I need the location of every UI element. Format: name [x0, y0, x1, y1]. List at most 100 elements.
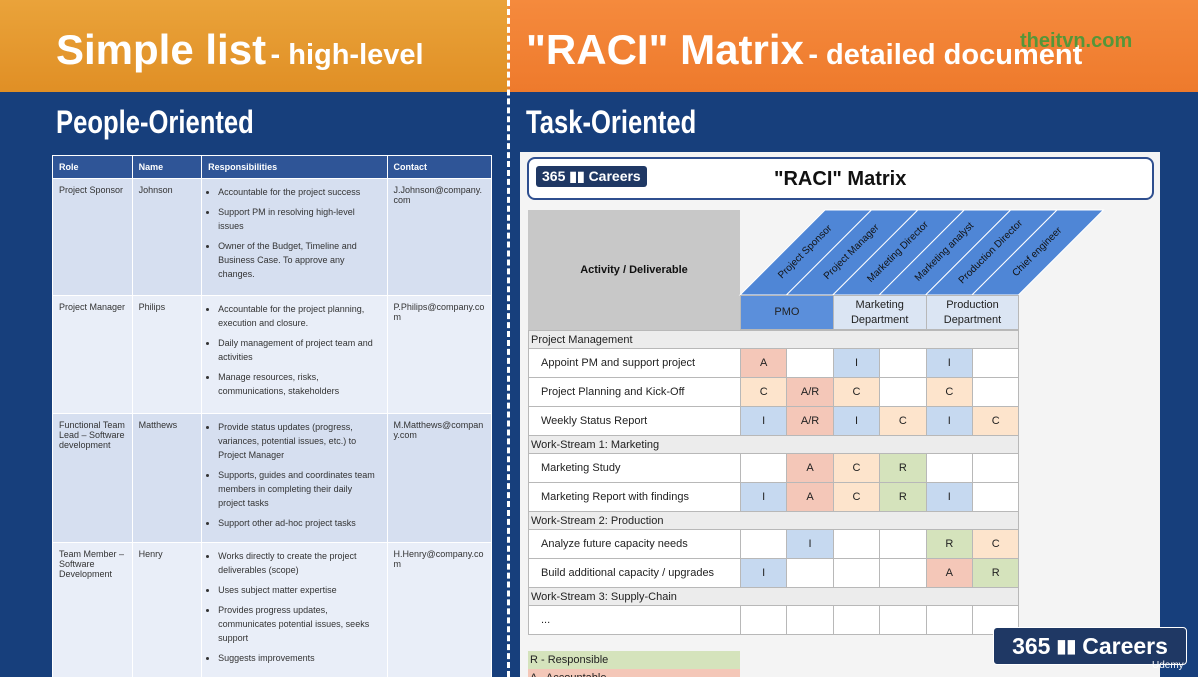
raci-cell: I	[740, 482, 788, 512]
raci-cell: C	[740, 377, 788, 407]
raci-cell: I	[786, 529, 834, 559]
raci-cell	[740, 605, 788, 635]
bullet-list: Accountable for the project success Suppo…	[208, 185, 380, 281]
people-table: Role Name Responsibilities Contact Project S…	[52, 155, 493, 677]
raci-cell	[972, 482, 1020, 512]
bullet: Supports, guides and coordinates team me…	[218, 468, 380, 510]
group-header: Marketing Department	[832, 295, 927, 330]
bullet: Daily management of project team and act…	[218, 336, 380, 364]
section-row: Project Management	[528, 330, 1020, 349]
bullet: Accountable for the project success	[218, 185, 380, 199]
raci-cell	[879, 377, 927, 407]
logo-icon: ▮▮	[569, 168, 585, 184]
raci-cell	[786, 605, 834, 635]
bullet: Accountable for the project planning, ex…	[218, 302, 380, 330]
name: Philips	[131, 295, 203, 414]
raci-cell: R	[879, 482, 927, 512]
title-text: "RACI" Matrix	[526, 26, 804, 73]
raci-cell	[740, 529, 788, 559]
raci-cell	[832, 529, 881, 559]
raci-cell	[879, 529, 927, 559]
brand: 365 ▮▮ Careers	[993, 627, 1187, 665]
legend-item: R - Responsible	[528, 651, 740, 669]
section-row: Work-Stream 3: Supply-Chain	[528, 587, 1020, 606]
logo-number: 365	[542, 168, 566, 184]
logo: 365 ▮▮ Careers	[536, 166, 647, 187]
raci-cell: C	[972, 406, 1020, 436]
bullet: Support PM in resolving high-level issue…	[218, 205, 380, 233]
raci-cell	[879, 348, 927, 378]
role: Functional Team Lead – Software developm…	[52, 413, 133, 543]
legend-item: A - Accountable	[528, 669, 740, 677]
bullet: Works directly to create the project del…	[218, 549, 380, 577]
title-text: Simple list	[56, 26, 267, 73]
right-title: "RACI" Matrix - detailed document	[526, 26, 1082, 74]
responsibilities: Accountable for the project success Suppo…	[201, 178, 388, 296]
raci-cell: A/R	[786, 377, 834, 407]
table-row: Project SponsorJohnsonAccountable for th…	[52, 178, 493, 296]
activity: Appoint PM and support project	[528, 348, 741, 378]
raci-cell: R	[972, 558, 1020, 588]
people-table-wrap: Role Name Responsibilities Contact Project S…	[52, 155, 493, 677]
section-row: Work-Stream 1: Marketing	[528, 435, 1020, 454]
contact: P.Philips@company.com	[386, 295, 493, 414]
raci-cell: R	[925, 529, 973, 559]
bullet: Uses subject matter expertise	[218, 583, 380, 597]
raci-cell	[786, 558, 834, 588]
subtitle-text: - detailed document	[808, 39, 1083, 71]
activity: Build additional capacity / upgrades	[528, 558, 741, 588]
raci-cell	[925, 605, 973, 635]
group-header: Production Department	[925, 295, 1020, 330]
bullet: Suggests improvements	[218, 651, 380, 665]
activity: Analyze future capacity needs	[528, 529, 741, 559]
raci-cell: R	[879, 453, 927, 483]
raci-cell: C	[972, 529, 1020, 559]
raci-cell: I	[832, 406, 881, 436]
brand-icon: ▮▮	[1056, 635, 1077, 656]
role: Project Manager	[52, 295, 133, 414]
left-banner	[0, 0, 508, 92]
raci-title-box: 365 ▮▮ Careers "RACI" Matrix	[527, 157, 1154, 200]
raci-cell: C	[832, 453, 881, 483]
activity: Marketing Study	[528, 453, 741, 483]
bullet: Manage resources, risks, communications,…	[218, 370, 380, 398]
contact: H.Henry@company.com	[386, 542, 493, 677]
raci-cell	[972, 348, 1020, 378]
bullet: Provide status updates (progress, varian…	[218, 420, 380, 462]
name: Henry	[131, 542, 203, 677]
section-row: Work-Stream 2: Production	[528, 511, 1020, 530]
bullet-list: Accountable for the project planning, ex…	[208, 302, 380, 398]
column-header: Responsibilities	[201, 155, 388, 179]
left-title: Simple list - high-level	[56, 26, 424, 74]
raci-cell: I	[925, 348, 973, 378]
raci-cell: A	[740, 348, 788, 378]
raci-cell	[972, 377, 1020, 407]
raci-cell	[879, 605, 927, 635]
raci-cell	[740, 453, 788, 483]
raci-cell: C	[879, 406, 927, 436]
contact: M.Matthews@company.com	[386, 413, 493, 543]
column-header: Role	[52, 155, 133, 179]
activity: Weekly Status Report	[528, 406, 741, 436]
contact: J.Johnson@company.com	[386, 178, 493, 296]
raci-cell: C	[832, 377, 881, 407]
group-header: PMO	[740, 295, 834, 330]
raci-cell: C	[832, 482, 881, 512]
bullet: Support other ad-hoc project tasks	[218, 516, 380, 530]
raci-cell	[879, 558, 927, 588]
brand-word: Careers	[1082, 632, 1168, 659]
raci-cell	[972, 453, 1020, 483]
activity-header: Activity / Deliverable	[528, 210, 740, 330]
subtitle-text: - high-level	[270, 39, 424, 71]
role: Team Member – Software Development	[52, 542, 133, 677]
raci-cell: A	[786, 453, 834, 483]
brand-number: 365	[1012, 632, 1051, 659]
table-row: Functional Team Lead – Software developm…	[52, 413, 493, 543]
raci-title: "RACI" Matrix	[774, 168, 907, 190]
divider	[507, 0, 510, 677]
responsibilities: Accountable for the project planning, ex…	[201, 295, 388, 414]
